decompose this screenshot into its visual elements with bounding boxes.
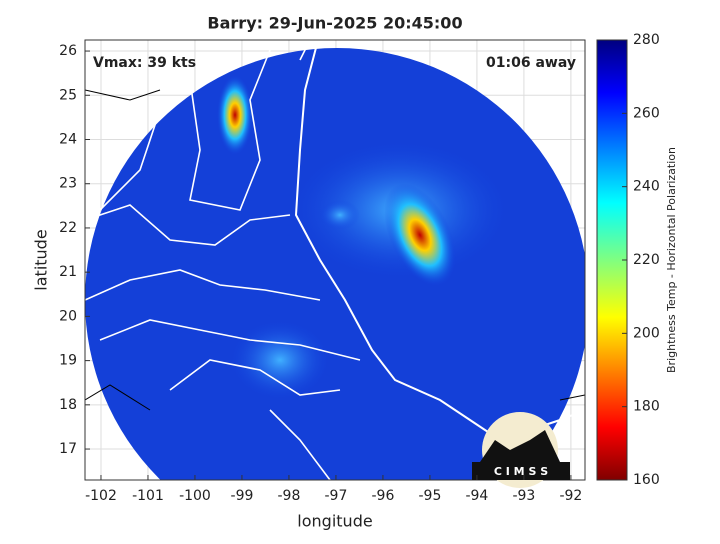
colorbar-label: Brightness Temp - Horizontal Polarizatio… <box>665 147 678 373</box>
colorbar-tick-label: 160 <box>633 472 660 488</box>
logo: C I M S S <box>472 412 570 488</box>
colorbar-tick-label: 220 <box>633 252 660 268</box>
x-tick-label: -98 <box>278 488 301 504</box>
x-tick-label: -93 <box>512 488 535 504</box>
x-tick-label: -95 <box>418 488 441 504</box>
y-tick-label: 26 <box>59 43 77 59</box>
y-tick-label: 20 <box>59 308 77 324</box>
cloud <box>320 200 360 230</box>
convection <box>217 75 253 155</box>
annotation: 01:06 away <box>486 55 576 71</box>
x-tick-label: -99 <box>231 488 254 504</box>
colorbar-tick-label: 200 <box>633 325 660 341</box>
imagery <box>85 40 585 480</box>
x-tick-label: -94 <box>465 488 488 504</box>
y-tick-label: 18 <box>59 397 77 413</box>
x-axis-label: longitude <box>297 512 372 531</box>
x-tick-label: -100 <box>179 488 211 504</box>
chart-title: Barry: 29-Jun-2025 20:45:00 <box>207 14 462 33</box>
y-tick-label: 22 <box>59 220 77 236</box>
colorbar-tick-label: 260 <box>633 105 660 121</box>
y-tick-label: 23 <box>59 176 77 192</box>
annotation: Vmax: 39 kts <box>93 55 196 71</box>
y-tick-label: 24 <box>59 131 77 147</box>
y-tick-label: 25 <box>59 87 77 103</box>
colorbar-tick-label: 280 <box>633 32 660 48</box>
y-tick-label: 21 <box>59 264 77 280</box>
y-tick-label: 17 <box>59 441 77 457</box>
colorbar-tick-label: 180 <box>633 399 660 415</box>
x-tick-label: -96 <box>371 488 394 504</box>
x-tick-label: -101 <box>132 488 164 504</box>
x-tick-label: -102 <box>85 488 117 504</box>
logo-text: C I M S S <box>494 465 548 478</box>
border <box>85 40 361 480</box>
convection <box>384 183 456 287</box>
cloud <box>230 320 330 400</box>
y-axis-label: latitude <box>32 229 51 290</box>
colorbar-tick-label: 240 <box>633 179 660 195</box>
border <box>85 89 585 411</box>
plot-frame <box>84 39 586 481</box>
y-tick-label: 19 <box>59 353 77 369</box>
x-tick-label: -92 <box>559 488 582 504</box>
x-tick-label: -97 <box>325 488 348 504</box>
